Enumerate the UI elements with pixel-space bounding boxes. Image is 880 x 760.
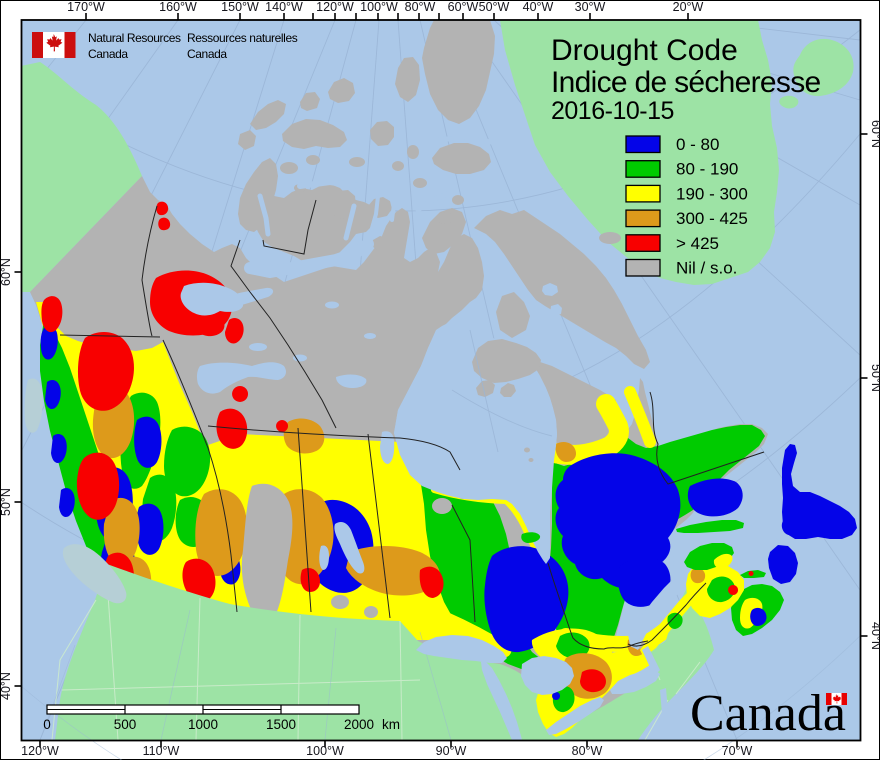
svg-text:Nil / s.o.: Nil / s.o.: [676, 259, 737, 278]
svg-text:170°W: 170°W: [67, 0, 105, 14]
svg-text:40°N: 40°N: [869, 622, 880, 650]
svg-text:Natural Resources: Natural Resources: [88, 31, 181, 45]
svg-text:40°N: 40°N: [0, 672, 13, 700]
svg-text:50°W: 50°W: [479, 0, 510, 14]
svg-text:80 - 190: 80 - 190: [676, 160, 738, 179]
svg-text:2016-10-15: 2016-10-15: [551, 97, 674, 125]
svg-text:150°W: 150°W: [221, 0, 259, 14]
svg-text:500: 500: [114, 717, 137, 732]
svg-text:70°W: 70°W: [722, 744, 753, 758]
svg-text:Ressources naturelles: Ressources naturelles: [187, 31, 298, 45]
svg-text:50°N: 50°N: [869, 364, 880, 392]
svg-text:160°W: 160°W: [159, 0, 197, 14]
svg-text:80°W: 80°W: [572, 744, 603, 758]
svg-text:100°W: 100°W: [360, 0, 398, 14]
svg-text:80°W: 80°W: [405, 0, 436, 14]
svg-text:> 425: > 425: [676, 234, 719, 253]
svg-text:60°N: 60°N: [0, 258, 13, 286]
svg-text:Indice de sécheresse: Indice de sécheresse: [551, 66, 821, 99]
svg-text:0 - 80: 0 - 80: [676, 135, 719, 154]
svg-text:190 - 300: 190 - 300: [676, 184, 748, 203]
svg-text:40°W: 40°W: [523, 0, 554, 14]
svg-text:km: km: [382, 717, 400, 732]
svg-text:120°W: 120°W: [316, 0, 354, 14]
svg-text:60°W: 60°W: [448, 0, 479, 14]
svg-text:300 - 425: 300 - 425: [676, 209, 748, 228]
svg-text:120°W: 120°W: [21, 744, 59, 758]
svg-text:1000: 1000: [188, 717, 218, 732]
svg-text:0: 0: [43, 717, 51, 732]
svg-text:Canada: Canada: [690, 685, 846, 742]
svg-text:20°W: 20°W: [673, 0, 704, 14]
svg-text:1500: 1500: [266, 717, 296, 732]
svg-text:140°W: 140°W: [265, 0, 303, 14]
svg-text:30°W: 30°W: [575, 0, 606, 14]
svg-text:Canada: Canada: [187, 47, 227, 61]
svg-text:50°N: 50°N: [0, 488, 13, 516]
svg-text:Drought Code: Drought Code: [551, 34, 738, 67]
svg-text:100°W: 100°W: [306, 744, 344, 758]
svg-text:90°W: 90°W: [436, 744, 467, 758]
svg-text:60°N: 60°N: [869, 120, 880, 148]
svg-text:110°W: 110°W: [143, 744, 180, 758]
svg-text:2000: 2000: [344, 717, 374, 732]
svg-text:Canada: Canada: [88, 47, 128, 61]
